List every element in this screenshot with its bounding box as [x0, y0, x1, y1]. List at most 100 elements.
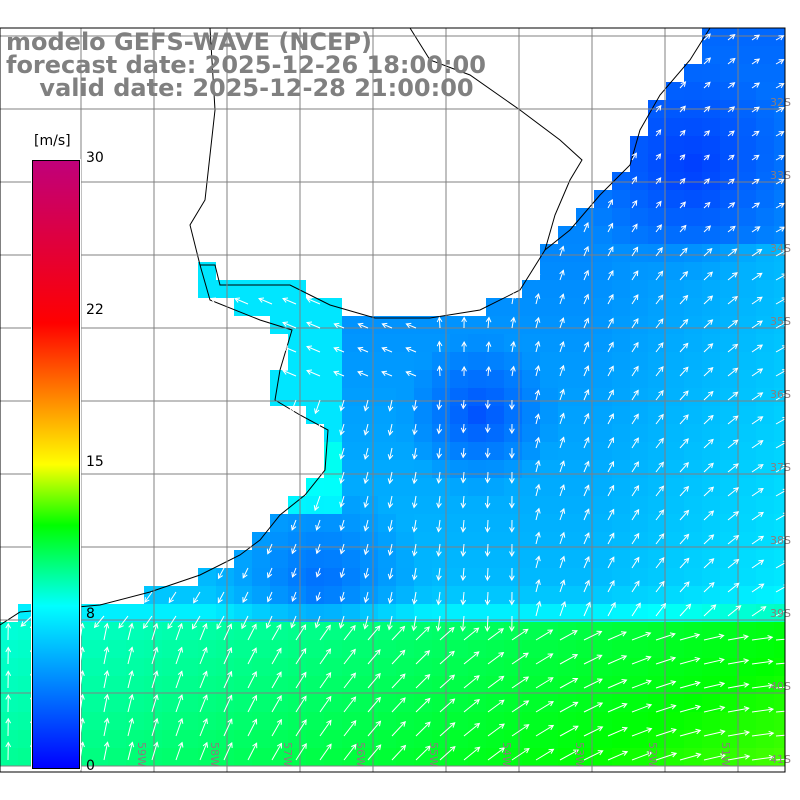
wind-arrow — [103, 693, 110, 713]
speed-cell — [612, 244, 630, 262]
speed-cell — [486, 748, 504, 766]
speed-cell — [486, 586, 504, 604]
wind-arrow — [727, 582, 740, 593]
speed-cell — [756, 334, 774, 352]
wind-arrow — [175, 646, 184, 665]
speed-cell — [684, 586, 702, 604]
speed-cell — [576, 226, 594, 244]
wind-arrow — [387, 591, 394, 604]
wind-arrow — [727, 178, 735, 185]
speed-cell — [324, 748, 342, 766]
speed-cell — [432, 478, 450, 496]
wind-arrow — [583, 702, 604, 713]
speed-cell — [360, 586, 378, 604]
speed-cell — [342, 550, 360, 568]
wind-arrow — [510, 292, 516, 305]
speed-cell — [486, 532, 504, 550]
speed-cell — [576, 586, 594, 604]
speed-cell — [486, 694, 504, 712]
speed-cell — [630, 406, 648, 424]
speed-cell — [702, 82, 720, 100]
speed-cell — [702, 406, 720, 424]
wind-arrow — [655, 413, 664, 425]
speed-cell — [126, 640, 144, 658]
wind-arrow — [151, 717, 159, 737]
wind-arrow — [509, 567, 515, 582]
wind-arrow — [679, 247, 688, 257]
wind-arrow — [583, 678, 603, 689]
speed-cell — [486, 406, 504, 424]
speed-cell — [702, 730, 720, 748]
speed-cell — [288, 586, 306, 604]
speed-cell — [684, 352, 702, 370]
speed-cell — [414, 460, 432, 478]
speed-cell — [252, 712, 270, 730]
wind-arrow — [703, 343, 714, 353]
speed-cell — [522, 424, 540, 442]
wind-arrow — [127, 670, 134, 689]
wind-arrow — [655, 366, 664, 377]
speed-cell — [576, 424, 594, 442]
speed-cell — [450, 640, 468, 658]
wind-arrow — [703, 558, 715, 569]
speed-cell — [432, 334, 450, 352]
speed-cell — [306, 514, 324, 532]
wind-arrow — [655, 104, 662, 113]
wind-arrow — [679, 366, 689, 377]
wind-arrow — [315, 567, 322, 578]
speed-cell — [180, 640, 198, 658]
speed-cell — [612, 568, 630, 586]
speed-cell — [540, 658, 558, 676]
wind-arrow — [295, 647, 307, 665]
speed-cell — [162, 586, 180, 604]
wind-arrow — [559, 484, 566, 497]
wind-arrow — [679, 177, 686, 185]
speed-cell — [504, 622, 522, 640]
speed-cell — [774, 748, 785, 766]
speed-cell — [504, 442, 522, 460]
speed-cell — [324, 298, 342, 316]
wind-arrow — [461, 316, 467, 329]
speed-cell — [774, 172, 785, 190]
speed-cell — [450, 676, 468, 694]
speed-cell — [162, 676, 180, 694]
speed-cell — [108, 676, 126, 694]
speed-cell — [756, 316, 774, 334]
wind-arrow — [367, 696, 381, 713]
speed-cell — [774, 190, 785, 208]
speed-cell — [648, 694, 666, 712]
speed-cell — [720, 316, 738, 334]
wind-arrow — [703, 604, 717, 617]
wind-arrow — [559, 555, 566, 569]
wind-arrow — [436, 591, 442, 606]
speed-cell — [486, 514, 504, 532]
wind-arrow — [5, 670, 12, 689]
speed-cell — [468, 532, 486, 550]
speed-cell — [774, 388, 785, 406]
speed-cell — [738, 532, 756, 550]
wind-arrow — [266, 567, 273, 579]
wind-arrow — [607, 293, 614, 305]
speed-cell — [126, 604, 144, 622]
wind-arrow — [631, 413, 639, 425]
speed-cell — [360, 460, 378, 478]
wind-arrow — [118, 615, 129, 629]
wind-arrow — [559, 725, 579, 737]
wind-arrow — [559, 601, 567, 617]
wind-arrow — [258, 297, 273, 305]
speed-cell — [612, 298, 630, 316]
speed-cell — [720, 64, 738, 82]
wind-arrow — [534, 340, 541, 353]
wind-arrow — [631, 246, 639, 257]
speed-cell — [396, 514, 414, 532]
wind-arrow — [727, 634, 749, 641]
wind-arrow — [535, 600, 542, 617]
wind-arrow — [559, 364, 565, 377]
speed-cell — [738, 334, 756, 352]
wind-arrow — [509, 423, 515, 435]
speed-cell — [396, 640, 414, 658]
speed-cell — [288, 316, 306, 334]
wind-arrow — [314, 423, 321, 439]
speed-cell — [522, 550, 540, 568]
speed-cell — [540, 460, 558, 478]
